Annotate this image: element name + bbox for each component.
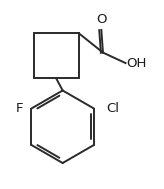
Text: O: O	[96, 13, 107, 26]
Text: OH: OH	[126, 57, 147, 70]
Text: Cl: Cl	[106, 102, 119, 115]
Text: F: F	[16, 102, 24, 115]
